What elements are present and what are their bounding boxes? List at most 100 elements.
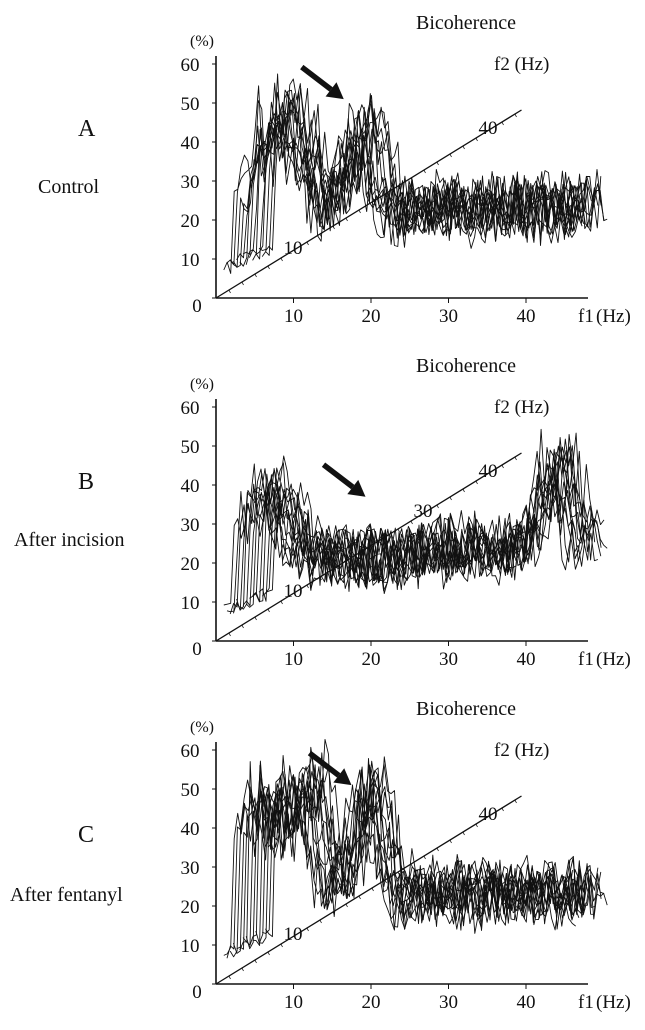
bicoherence-trace bbox=[226, 765, 576, 959]
f2-axis bbox=[215, 109, 522, 299]
x-tick-label: 30 bbox=[439, 992, 458, 1013]
f2-tick bbox=[254, 273, 257, 278]
f2-tick bbox=[501, 121, 504, 126]
x-tick-label: 40 bbox=[517, 992, 536, 1013]
x-tick-label: 40 bbox=[517, 649, 536, 670]
f2-tick bbox=[449, 496, 452, 501]
y-tick-label: 30 bbox=[181, 858, 200, 879]
f2-tick bbox=[514, 113, 517, 118]
f2-tick bbox=[475, 137, 478, 142]
bicoherence-trace bbox=[258, 446, 602, 602]
f2-tick-label: 40 bbox=[479, 118, 498, 139]
y-tick-label: 30 bbox=[181, 172, 200, 193]
y-tick-label: 50 bbox=[181, 780, 200, 801]
y-tick-label: 60 bbox=[181, 55, 200, 76]
f2-axis-label: f2 (Hz) bbox=[494, 54, 549, 75]
f2-tick bbox=[306, 927, 309, 932]
bicoherence-trace bbox=[248, 754, 595, 948]
f2-tick bbox=[228, 975, 231, 980]
arrow-shaft bbox=[321, 462, 355, 490]
f2-tick bbox=[293, 935, 296, 940]
arrow-head bbox=[325, 82, 344, 100]
condition-label: Control bbox=[38, 176, 100, 198]
y-tick-label: 20 bbox=[181, 897, 200, 918]
f2-tick bbox=[488, 472, 491, 477]
arrow-shaft bbox=[300, 64, 333, 92]
f2-tick bbox=[241, 281, 244, 286]
f2-tick bbox=[397, 528, 400, 533]
f2-tick bbox=[267, 951, 270, 956]
y-axis-label: (%) bbox=[190, 376, 214, 393]
x-tick-label: 30 bbox=[439, 649, 458, 670]
x-tick-label: 20 bbox=[362, 992, 381, 1013]
panel-b: B After incision Bicoherence (%) 0 10 20 30 40… bbox=[0, 343, 645, 686]
f2-tick bbox=[241, 624, 244, 629]
bicoherence-plot: Bicoherence (%) 0 10 20 30 40 50 60 10 20 30 40 f1 (Hz… bbox=[181, 698, 631, 1013]
y-tick-label: 10 bbox=[181, 593, 200, 614]
f2-tick-label: 40 bbox=[479, 461, 498, 482]
x-tick-label: 30 bbox=[439, 306, 458, 327]
f2-tick bbox=[293, 592, 296, 597]
f2-tick bbox=[475, 823, 478, 828]
chart-title: Bicoherence bbox=[416, 355, 516, 377]
f2-tick bbox=[267, 608, 270, 613]
f2-tick bbox=[423, 169, 426, 174]
f2-tick bbox=[423, 512, 426, 517]
f2-tick bbox=[371, 887, 374, 892]
bicoherence-plot: Bicoherence (%) 0 10 20 30 40 50 60 10 20 30 40 f1 (Hz… bbox=[181, 12, 631, 327]
bicoherence-trace bbox=[265, 438, 608, 593]
bicoherence-trace bbox=[262, 738, 605, 934]
y-tick-label: 20 bbox=[181, 211, 200, 232]
f2-tick bbox=[462, 831, 465, 836]
f2-tick bbox=[436, 847, 439, 852]
y-tick-label: 40 bbox=[181, 476, 200, 497]
x-tick-label: 20 bbox=[362, 649, 381, 670]
bicoherence-trace bbox=[265, 746, 608, 938]
f2-axis-label: f2 (Hz) bbox=[494, 397, 549, 418]
f2-tick bbox=[358, 895, 361, 900]
y-tick-label: 40 bbox=[181, 819, 200, 840]
arrow-head bbox=[347, 479, 366, 497]
f2-tick bbox=[241, 967, 244, 972]
chart-title: Bicoherence bbox=[416, 12, 516, 34]
f2-tick bbox=[462, 145, 465, 150]
f2-tick bbox=[345, 217, 348, 222]
f2-tick bbox=[228, 289, 231, 294]
x-tick-label: 10 bbox=[284, 992, 303, 1013]
f2-tick-label: 30 bbox=[414, 501, 433, 522]
bicoherence-trace bbox=[258, 752, 602, 944]
x-axis-label: f1 bbox=[578, 306, 594, 327]
f2-axis bbox=[215, 795, 522, 985]
f2-tick-label: 10 bbox=[284, 581, 303, 602]
f2-tick bbox=[280, 257, 283, 262]
bicoherence-trace bbox=[261, 432, 605, 597]
panel-letter: A bbox=[78, 116, 96, 142]
y-tick-label: 50 bbox=[181, 94, 200, 115]
bicoherence-trace bbox=[255, 764, 602, 944]
arrow-head bbox=[333, 768, 352, 786]
f2-tick bbox=[488, 129, 491, 134]
f2-tick bbox=[514, 456, 517, 461]
y-tick-label: 10 bbox=[181, 250, 200, 271]
x-axis-unit: (Hz) bbox=[596, 306, 631, 327]
f2-tick bbox=[293, 249, 296, 254]
condition-label: After incision bbox=[14, 529, 125, 551]
f2-tick bbox=[449, 153, 452, 158]
f2-tick bbox=[410, 520, 413, 525]
f2-tick bbox=[280, 600, 283, 605]
y-tick-label: 0 bbox=[192, 982, 202, 1003]
x-axis-label: f1 bbox=[578, 992, 594, 1013]
f2-tick bbox=[306, 241, 309, 246]
panel-letter: C bbox=[78, 822, 95, 848]
y-tick-label: 30 bbox=[181, 515, 200, 536]
f2-tick bbox=[423, 855, 426, 860]
x-tick-label: 20 bbox=[362, 306, 381, 327]
f2-tick bbox=[254, 616, 257, 621]
x-axis-unit: (Hz) bbox=[596, 992, 631, 1013]
x-tick-label: 40 bbox=[517, 306, 536, 327]
bicoherence-trace bbox=[265, 78, 608, 252]
f2-tick bbox=[449, 839, 452, 844]
x-axis-label: f1 bbox=[578, 649, 594, 670]
x-tick-label: 10 bbox=[284, 649, 303, 670]
y-tick-label: 40 bbox=[181, 133, 200, 154]
